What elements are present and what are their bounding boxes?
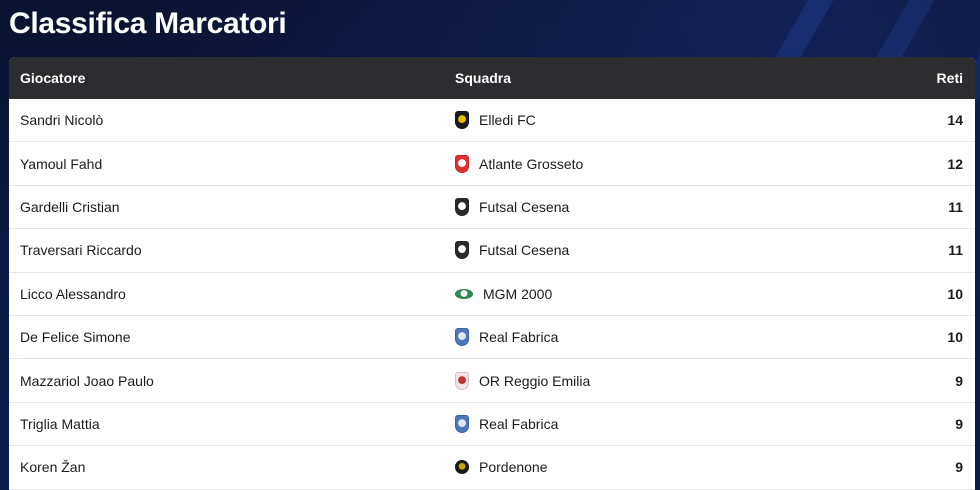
team-cell[interactable]: Futsal Cesena bbox=[444, 197, 914, 216]
goals-count: 9 bbox=[955, 415, 963, 432]
column-header-team-label: Squadra bbox=[455, 70, 512, 86]
scorers-table: Giocatore Squadra Reti Sandri Nicolò Elle… bbox=[9, 57, 975, 490]
table-row[interactable]: De Felice Simone Real Fabrica 10 bbox=[9, 316, 975, 360]
table-row[interactable]: Triglia Mattia Real Fabrica 9 bbox=[9, 403, 975, 447]
futsal-cesena-crest-icon bbox=[455, 197, 469, 216]
team-name: Elledi FC bbox=[479, 112, 536, 129]
player-name[interactable]: Yamoul Fahd bbox=[20, 155, 103, 172]
team-cell[interactable]: Elledi FC bbox=[444, 111, 914, 130]
page-title: Classifica Marcatori bbox=[9, 7, 287, 40]
player-name[interactable]: Gardelli Cristian bbox=[20, 198, 120, 215]
atlante-grosseto-crest-icon bbox=[455, 154, 469, 173]
player-name[interactable]: Traversari Riccardo bbox=[20, 242, 142, 259]
table-header: Giocatore Squadra Reti bbox=[9, 57, 975, 99]
goals-count: 14 bbox=[947, 112, 963, 129]
player-name[interactable]: De Felice Simone bbox=[20, 329, 131, 346]
column-header-player[interactable]: Giocatore bbox=[20, 70, 86, 86]
futsal-cesena-crest-icon bbox=[455, 241, 469, 260]
table-body: Sandri Nicolò Elledi FC 14 Yamoul Fahd Atlan… bbox=[9, 99, 975, 490]
table-row[interactable]: Traversari Riccardo Futsal Cesena 11 bbox=[9, 229, 975, 273]
table-row[interactable]: Licco Alessandro MGM 2000 10 bbox=[9, 273, 975, 316]
team-name: Atlante Grosseto bbox=[479, 155, 584, 172]
goals-count: 10 bbox=[947, 285, 963, 302]
goals-count: 9 bbox=[955, 372, 963, 389]
team-name: Pordenone bbox=[479, 459, 548, 476]
team-name: Futsal Cesena bbox=[479, 242, 570, 259]
column-header-team[interactable]: Squadra bbox=[444, 70, 914, 86]
or-reggio-emilia-crest-icon bbox=[455, 371, 469, 390]
goals-count: 12 bbox=[947, 155, 963, 172]
team-cell[interactable]: OR Reggio Emilia bbox=[444, 371, 914, 390]
table-row[interactable]: Mazzariol Joao Paulo OR Reggio Emilia 9 bbox=[9, 359, 975, 403]
team-name: Futsal Cesena bbox=[479, 198, 570, 215]
player-name[interactable]: Triglia Mattia bbox=[20, 415, 100, 432]
team-name: Real Fabrica bbox=[479, 415, 559, 432]
real-fabrica-crest-icon bbox=[455, 414, 469, 433]
table-row[interactable]: Yamoul Fahd Atlante Grosseto 12 bbox=[9, 142, 975, 186]
elledi-fc-crest-icon bbox=[455, 111, 469, 130]
team-cell[interactable]: Pordenone bbox=[444, 459, 914, 475]
goals-count: 11 bbox=[948, 198, 963, 215]
team-cell[interactable]: Real Fabrica bbox=[444, 328, 914, 347]
team-cell[interactable]: Real Fabrica bbox=[444, 414, 914, 433]
table-row[interactable]: Gardelli Cristian Futsal Cesena 11 bbox=[9, 186, 975, 230]
goals-count: 10 bbox=[947, 329, 963, 346]
table-row[interactable]: Koren Žan Pordenone 9 bbox=[9, 446, 975, 490]
player-name[interactable]: Koren Žan bbox=[20, 459, 86, 476]
goals-count: 11 bbox=[948, 242, 963, 259]
player-name[interactable]: Sandri Nicolò bbox=[20, 112, 104, 129]
player-name[interactable]: Licco Alessandro bbox=[20, 285, 126, 302]
player-name[interactable]: Mazzariol Joao Paulo bbox=[20, 372, 154, 389]
mgm-2000-crest-icon bbox=[455, 288, 473, 299]
real-fabrica-crest-icon bbox=[455, 328, 469, 347]
team-name: OR Reggio Emilia bbox=[479, 372, 591, 389]
team-name: MGM 2000 bbox=[483, 285, 553, 302]
table-row[interactable]: Sandri Nicolò Elledi FC 14 bbox=[9, 99, 975, 143]
pordenone-crest-icon bbox=[455, 460, 469, 475]
team-cell[interactable]: Atlante Grosseto bbox=[444, 154, 914, 173]
goals-count: 9 bbox=[955, 459, 963, 476]
team-name: Real Fabrica bbox=[479, 329, 559, 346]
team-cell[interactable]: MGM 2000 bbox=[444, 286, 914, 302]
team-cell[interactable]: Futsal Cesena bbox=[444, 241, 914, 260]
column-header-goals[interactable]: Reti bbox=[936, 70, 963, 86]
